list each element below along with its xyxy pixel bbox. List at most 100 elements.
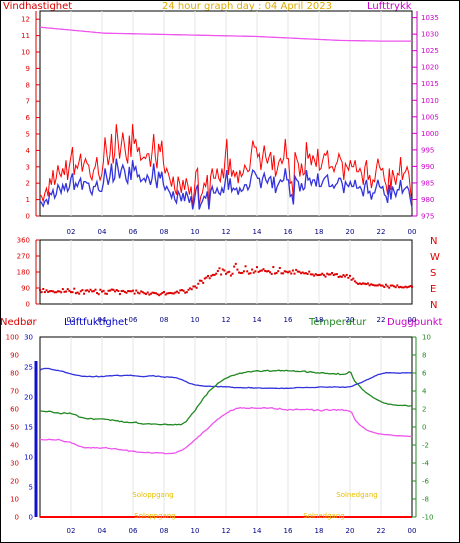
x-tick-label: 10 — [191, 527, 200, 535]
x-tick-label: 14 — [253, 316, 262, 324]
direction-point — [265, 270, 268, 273]
rain-label: Nedbør — [0, 317, 37, 328]
direction-point — [198, 279, 201, 282]
direction-point — [380, 284, 382, 287]
direction-point — [313, 274, 316, 277]
pressure-y-tick: 1010 — [421, 97, 439, 105]
humidity-y-tick: 15 — [24, 424, 33, 432]
direction-point — [66, 288, 69, 291]
direction-point — [92, 290, 95, 293]
direction-point — [133, 292, 136, 295]
climate-ticks: 0102030405060708090100051015202530-10-8-… — [6, 334, 434, 522]
x-tick-label: 00 — [408, 228, 417, 236]
direction-point — [83, 292, 86, 295]
direction-point — [233, 265, 236, 268]
direction-point — [179, 289, 182, 292]
wind-y-tick: 2 — [26, 180, 30, 188]
direction-point — [283, 270, 286, 273]
x-axis-ticks-bottom: 02 04 06 08 10 12 14 16 18 20 22 00 — [67, 527, 417, 535]
direction-point — [352, 277, 355, 280]
direction-point — [256, 266, 258, 269]
direction-point — [84, 289, 87, 292]
rain-y-tick: 40 — [10, 442, 19, 450]
direction-point — [171, 292, 174, 295]
direction-point — [355, 281, 358, 284]
direction-y-tick: 360 — [17, 237, 30, 245]
direction-point — [187, 288, 190, 291]
direction-point — [290, 272, 293, 275]
direction-point — [202, 281, 205, 284]
x-tick-label: 16 — [284, 228, 293, 236]
direction-point — [254, 270, 257, 273]
direction-point — [136, 291, 139, 294]
direction-point — [114, 290, 117, 293]
direction-point — [115, 289, 118, 292]
x-tick-label: 20 — [346, 228, 355, 236]
direction-point — [304, 272, 307, 275]
direction-point — [324, 275, 327, 278]
direction-point — [101, 290, 103, 293]
direction-point — [365, 283, 368, 286]
direction-point — [208, 277, 211, 280]
direction-point — [370, 283, 373, 286]
direction-point — [74, 292, 77, 295]
rain-y-tick: 70 — [10, 388, 19, 396]
temperature-y-tick: 10 — [422, 334, 431, 342]
compass-label: N — [430, 300, 437, 311]
direction-point — [43, 291, 46, 294]
temperature-y-tick: -8 — [422, 496, 429, 504]
direction-point — [97, 293, 100, 296]
temperature-y-tick: -2 — [422, 442, 429, 450]
direction-point — [300, 272, 303, 275]
direction-point — [257, 270, 260, 273]
direction-point — [236, 268, 239, 271]
pressure-y-tick: 1000 — [421, 130, 439, 138]
direction-point — [386, 285, 389, 288]
sunrise-label-lower: Soloppgang — [134, 512, 175, 520]
direction-point — [158, 294, 161, 297]
temperature-y-tick: 4 — [422, 388, 427, 396]
pressure-y-tick: 990 — [421, 163, 434, 171]
direction-point — [135, 289, 138, 292]
temperature-y-tick: 6 — [422, 370, 427, 378]
direction-point — [399, 285, 402, 288]
pressure-y-tick: 1005 — [421, 113, 439, 121]
direction-point — [47, 290, 50, 293]
direction-point — [260, 269, 263, 272]
direction-point — [71, 291, 74, 294]
direction-point — [334, 273, 337, 276]
x-tick-label: 12 — [222, 527, 231, 535]
direction-point — [246, 270, 249, 273]
direction-point — [146, 291, 149, 294]
humidity-y-tick: 10 — [24, 454, 33, 462]
direction-point — [185, 291, 188, 294]
direction-point — [340, 275, 343, 278]
x-tick-label: 04 — [98, 527, 107, 535]
wind-direction-series — [39, 262, 413, 297]
wind-gust-line — [39, 124, 413, 207]
x-tick-label: 12 — [222, 228, 231, 236]
direction-point — [383, 286, 386, 289]
direction-point — [216, 270, 219, 273]
direction-y-tick: 0 — [26, 301, 30, 309]
rain-y-tick: 50 — [10, 424, 19, 432]
direction-point — [53, 291, 56, 294]
climate-grid — [70, 337, 382, 517]
direction-point — [45, 289, 48, 292]
direction-point — [238, 271, 241, 274]
direction-point — [301, 271, 304, 274]
x-tick-label: 02 — [67, 316, 76, 324]
direction-point — [371, 283, 374, 286]
x-axis-ticks-middle: 02 04 06 08 10 12 14 16 18 20 22 00 — [67, 316, 417, 324]
temperature-line — [39, 369, 412, 426]
compass-label: S — [430, 268, 436, 279]
direction-point — [102, 289, 105, 292]
direction-point — [122, 289, 125, 292]
direction-point — [295, 268, 298, 271]
wind-y-tick: 8 — [26, 81, 30, 89]
direction-point — [177, 291, 180, 294]
direction-point — [223, 269, 226, 272]
x-tick-label: 08 — [160, 527, 169, 535]
pressure-y-tick: 995 — [421, 146, 434, 154]
